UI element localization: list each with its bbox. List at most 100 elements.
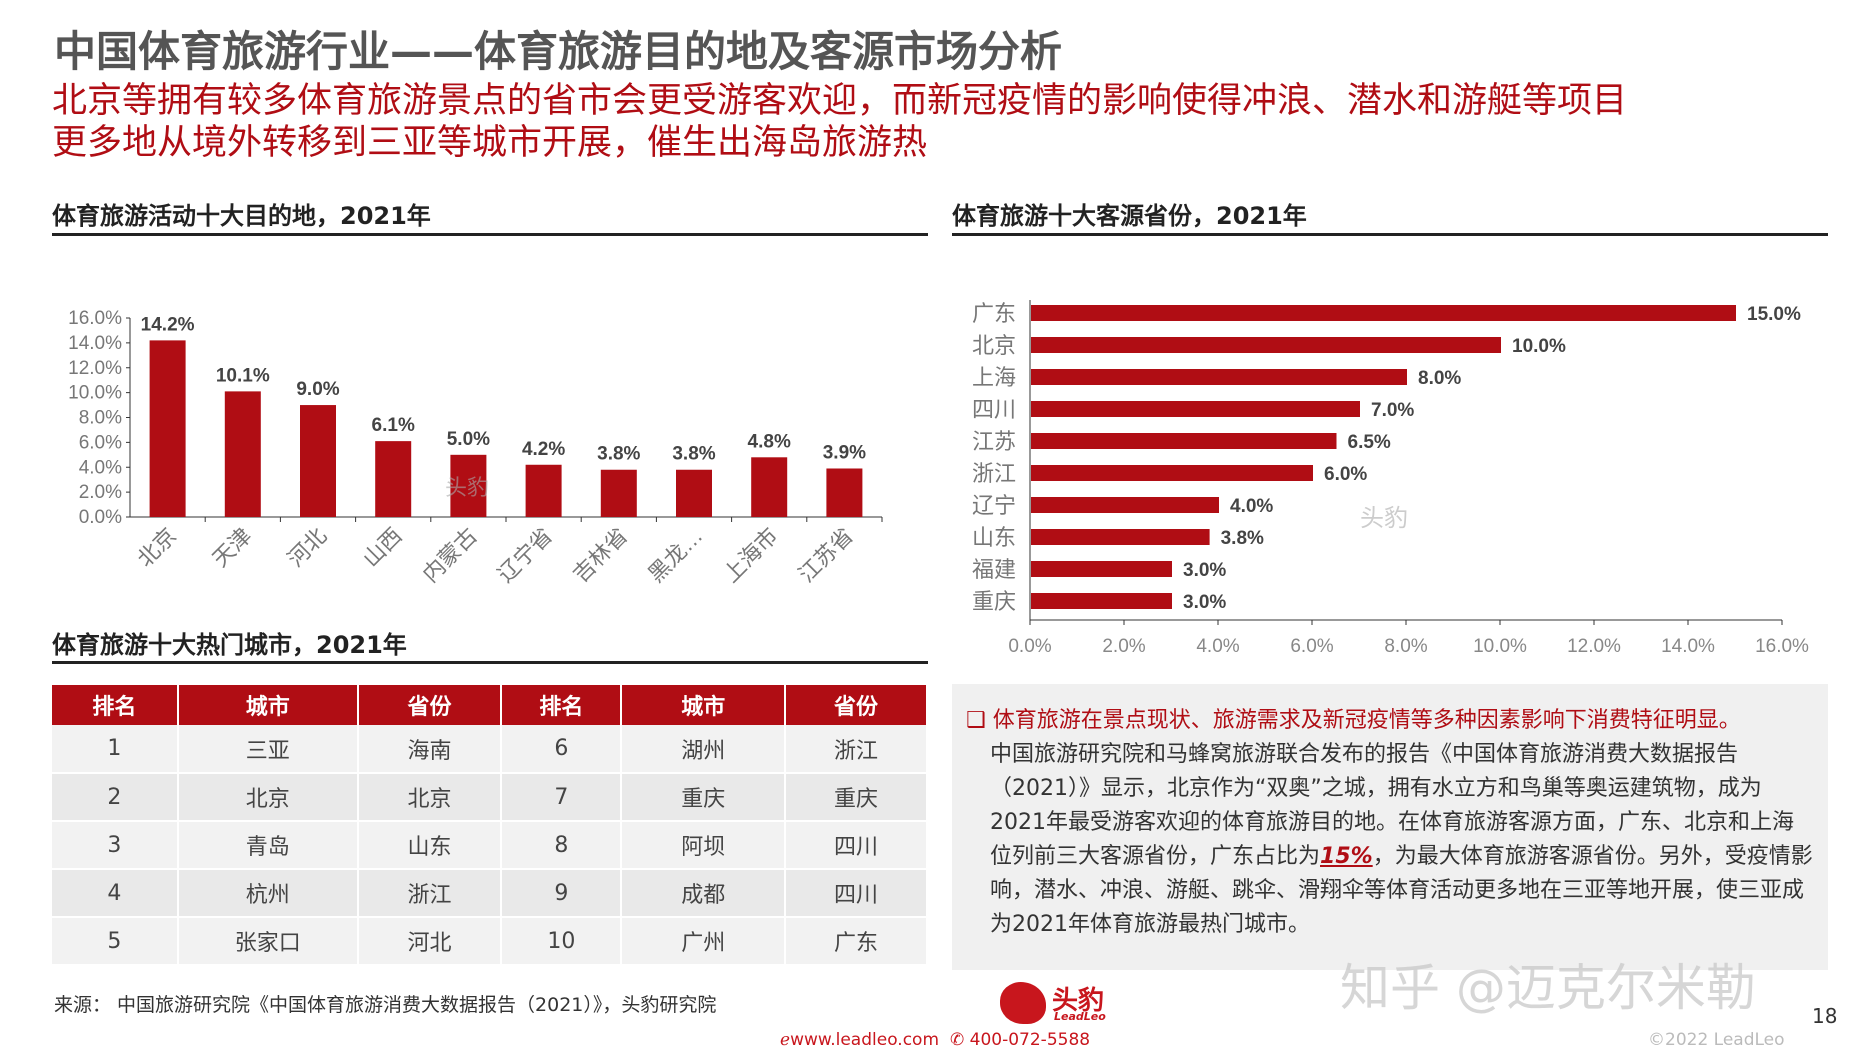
table-row: 4 杭州 浙江 9 成都 四川 [52, 869, 928, 918]
y-tick-label: 4.0% [79, 457, 122, 478]
table-cell: 北京 [177, 773, 359, 822]
bar [1031, 529, 1210, 545]
cities-heading: 体育旅游十大热门城市，2021年 [52, 631, 407, 659]
table-cell: 山东 [357, 821, 503, 870]
bar [450, 454, 487, 517]
y-tick-label: 10.0% [68, 383, 122, 404]
column-header: 省份 [785, 685, 928, 725]
table-cell: 阿坝 [621, 821, 787, 870]
x-tick-label: 黑龙… [643, 523, 707, 587]
bar [1031, 401, 1360, 417]
phone-icon: ✆ [950, 1030, 970, 1050]
x-tick-label: 10.0% [1473, 636, 1527, 657]
y-tick-label: 广东 [972, 301, 1016, 326]
bar [1031, 593, 1172, 609]
website-text: www.leadleo.com [790, 1030, 940, 1050]
table-cell: 8 [501, 821, 623, 870]
table-cell: 3 [52, 821, 179, 870]
divider [952, 233, 1828, 236]
table-cell: 浙江 [357, 869, 503, 918]
table-cell: 5 [52, 917, 179, 966]
y-tick-label: 浙江 [972, 461, 1016, 486]
hot-cities-table: 排名 城市 省份 排名 城市 省份 1 三亚 海南 6 湖州 浙江 2 北京 北京 7 重庆 重庆 3 青岛 山东 8 阿坝… [52, 685, 928, 966]
data-label: 6.1% [372, 415, 415, 436]
data-label: 7.0% [1371, 400, 1414, 421]
x-tick-label: 北京 [132, 523, 181, 572]
y-tick-label: 四川 [972, 397, 1016, 422]
y-tick-label: 重庆 [972, 589, 1016, 614]
table-cell: 浙江 [785, 725, 928, 774]
column-header: 城市 [177, 685, 359, 725]
x-tick-label: 天津 [208, 523, 257, 572]
panel-body: 中国旅游研究院和马蜂窝旅游联合发布的报告《中国体育旅游消费大数据报告（2021）… [966, 738, 1814, 942]
data-label: 4.2% [522, 439, 565, 460]
bar [600, 469, 637, 517]
data-label: 10.0% [1512, 336, 1566, 357]
globe-icon: ℯ [780, 1030, 791, 1050]
table-row: 2 北京 北京 7 重庆 重庆 [52, 773, 928, 822]
table-cell: 青岛 [177, 821, 359, 870]
y-tick-label: 北京 [972, 333, 1016, 358]
x-tick-label: 16.0% [1755, 636, 1809, 657]
table-cell: 重庆 [785, 773, 928, 822]
analysis-panel: ❑ 体育旅游在景点现状、旅游需求及新冠疫情等多种因素影响下消费特征明显。 中国旅… [952, 684, 1828, 970]
data-label: 10.1% [216, 365, 270, 386]
data-label: 4.8% [748, 431, 791, 452]
x-tick-label: 江苏省 [794, 523, 858, 587]
panel-lead: ❑ 体育旅游在景点现状、旅游需求及新冠疫情等多种因素影响下消费特征明显。 [966, 704, 1814, 738]
highlight-value: 15% [1320, 844, 1373, 869]
x-tick-label: 上海市 [718, 523, 782, 587]
data-label: 3.0% [1183, 560, 1226, 581]
table-cell: 2 [52, 773, 179, 822]
table-cell: 杭州 [177, 869, 359, 918]
x-tick-label: 辽宁省 [493, 523, 557, 587]
data-label: 3.8% [1221, 528, 1264, 549]
table-cell: 成都 [621, 869, 787, 918]
table-cell: 北京 [357, 773, 503, 822]
table-cell: 海南 [357, 725, 503, 774]
x-tick-label: 河北 [283, 523, 332, 572]
y-tick-label: 12.0% [68, 358, 122, 379]
page-title: 中国体育旅游行业——体育旅游目的地及客源市场分析 [54, 27, 1063, 76]
bar [676, 469, 712, 517]
x-tick-label: 0.0% [1008, 636, 1051, 657]
bar [1031, 465, 1313, 481]
x-tick-label: 内蒙古 [418, 523, 482, 587]
checkbox-bullet-icon: ❑ [966, 708, 993, 733]
x-tick-label: 吉林省 [568, 523, 632, 587]
website-link[interactable]: ℯwww.leadleo.com [780, 1030, 939, 1050]
data-label: 3.8% [597, 444, 640, 465]
bar [751, 457, 788, 517]
y-tick-label: 2.0% [79, 482, 122, 503]
y-tick-label: 6.0% [79, 432, 122, 453]
x-tick-label: 2.0% [1102, 636, 1145, 657]
table-cell: 四川 [785, 869, 928, 918]
column-header: 省份 [357, 685, 503, 725]
leopard-logo-icon [1000, 982, 1046, 1024]
logo-subtext: LeadLeo [1054, 1010, 1106, 1023]
bar [1031, 497, 1219, 513]
column-header: 城市 [621, 685, 787, 725]
data-label: 3.0% [1183, 592, 1226, 613]
data-label: 4.0% [1230, 496, 1273, 517]
table-cell: 张家口 [177, 917, 359, 966]
data-label: 9.0% [296, 379, 339, 400]
data-label: 3.9% [823, 442, 866, 463]
bar [224, 391, 261, 517]
table-cell: 广东 [785, 917, 928, 966]
sources-bar-chart: 0.0% 2.0% 4.0% 6.0% 8.0% 10.0% 12.0% 14.0% 16.0%… [972, 300, 1809, 657]
page-number: 18 [1812, 1004, 1838, 1028]
subtitle-line-2: 更多地从境外转移到三亚等城市开展，催生出海岛旅游热 [52, 123, 928, 163]
bar [1031, 369, 1407, 385]
bar [1031, 337, 1501, 353]
x-tick-label: 4.0% [1196, 636, 1239, 657]
y-tick-label: 江苏 [972, 429, 1016, 454]
panel-body-text-end: ，为最大体育旅游客源省份。另外，受疫情影响，潜水、冲浪、游艇、跳伞、滑翔伞等体育… [990, 844, 1813, 937]
table-cell: 9 [501, 869, 623, 918]
column-header: 排名 [52, 685, 179, 725]
toubao-watermark: 头豹 [445, 476, 490, 501]
destinations-heading: 体育旅游活动十大目的地，2021年 [52, 202, 431, 230]
y-tick-label: 16.0% [68, 308, 122, 329]
table-cell: 河北 [357, 917, 503, 966]
table-cell: 4 [52, 869, 179, 918]
